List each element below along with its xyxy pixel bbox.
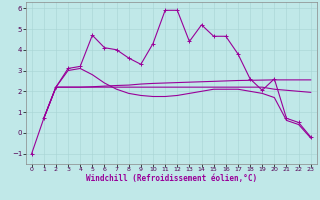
X-axis label: Windchill (Refroidissement éolien,°C): Windchill (Refroidissement éolien,°C) (86, 174, 257, 183)
